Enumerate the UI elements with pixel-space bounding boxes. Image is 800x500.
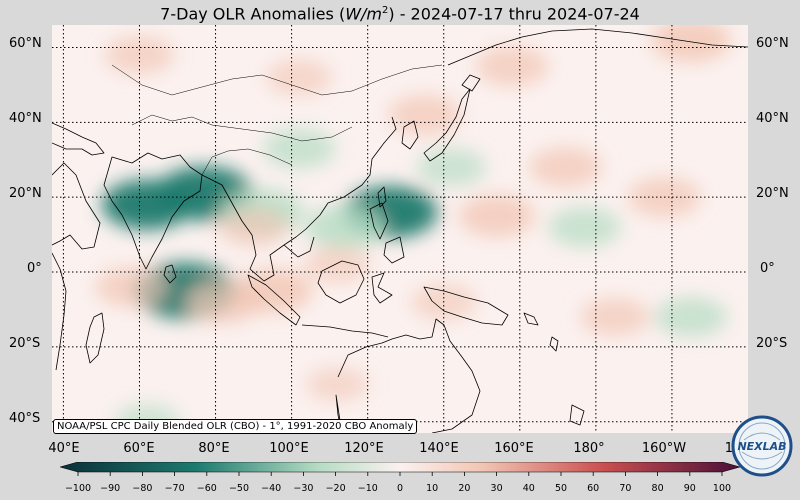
anomaly-region-13	[218, 208, 289, 247]
lon-label-140e: 140°E	[419, 441, 459, 456]
anomaly-region-20	[104, 35, 175, 74]
anomaly-region-4	[304, 205, 385, 250]
colorbar-bar	[60, 462, 740, 473]
lat-label-20n-left: 20°N	[9, 186, 42, 201]
colorbar-tick-label: 20	[458, 483, 471, 494]
anomaly-field	[95, 25, 731, 433]
data-source-note: NOAA/PSL CPC Daily Blended OLR (CBO) - 1…	[53, 419, 418, 434]
lat-label-20s-left: 20°S	[9, 336, 41, 351]
colorbar-tick-label: −70	[164, 483, 185, 494]
anomaly-region-18	[475, 46, 549, 87]
lat-label-20s-right: 20°S	[756, 336, 788, 351]
anomaly-region-26	[304, 246, 371, 283]
colorbar-tick-label: 90	[683, 483, 696, 494]
lon-label-60e: 60°E	[123, 441, 155, 456]
lon-label-180: 180°	[573, 441, 605, 456]
colorbar-tick-label: −20	[325, 483, 346, 494]
anomaly-region-1	[101, 179, 193, 230]
colorbar-tick-label: 40	[522, 483, 535, 494]
anomaly-region-9	[547, 207, 621, 248]
lat-label-40s-left: 40°S	[9, 411, 41, 426]
lon-label-120e: 120°E	[344, 441, 384, 456]
anomaly-region-15	[528, 147, 602, 188]
lat-label-20n-right: 20°N	[756, 186, 789, 201]
logo-text: NEXLAB	[737, 440, 786, 453]
anomaly-region-24	[305, 367, 369, 402]
lat-label-40n-right: 40°N	[756, 111, 789, 126]
colorbar-tick-label: 50	[554, 483, 568, 494]
map-canvas	[52, 25, 748, 433]
anomaly-region-17	[388, 94, 462, 135]
lon-label-160w: 160°W	[641, 441, 687, 456]
colorbar-tick-label: 70	[619, 483, 632, 494]
lat-label-60n-right: 60°N	[756, 36, 789, 51]
colorbar-tick-label: 0	[396, 483, 404, 494]
colorbar-tick-label: −30	[293, 483, 314, 494]
colorbar-tick-label: −80	[132, 483, 153, 494]
colorbar-tick-label: 100	[712, 483, 732, 494]
colorbar-tick-label: 80	[651, 483, 664, 494]
lon-label-100e: 100°E	[269, 441, 309, 456]
anomaly-region-8	[654, 296, 728, 337]
anomaly-region-14	[458, 194, 536, 237]
colorbar	[60, 462, 740, 476]
anomaly-region-11	[184, 280, 262, 323]
map-panel[interactable]	[52, 25, 748, 433]
lon-label-160e: 160°E	[494, 441, 534, 456]
colorbar-tick-label: −40	[261, 483, 282, 494]
colorbar-tick-label: 10	[426, 483, 439, 494]
anomaly-region-22	[580, 297, 650, 336]
colorbar-tickmarks	[77, 472, 723, 476]
lon-label-80e: 80°E	[198, 441, 230, 456]
lat-label-40n-left: 40°N	[9, 111, 42, 126]
lat-label-60n-left: 60°N	[9, 36, 42, 51]
colorbar-tick-label: −100	[64, 483, 92, 494]
graticule	[52, 25, 748, 433]
colorbar-tick-label: −10	[357, 483, 378, 494]
lon-label-40e: 40°E	[48, 441, 80, 456]
lat-label-0-right: 0°	[760, 261, 775, 276]
colorbar-tick-label: −50	[228, 483, 250, 494]
colorbar-tick-label: −90	[100, 483, 121, 494]
colorbar-tick-label: 30	[490, 483, 503, 494]
anomaly-region-6	[262, 128, 336, 169]
map-title: 7-Day OLR Anomalies (W/m2) - 2024-07-17 …	[160, 4, 640, 24]
anomaly-region-19	[650, 25, 731, 62]
anomaly-region-12	[95, 267, 169, 308]
anomaly-region-7	[416, 148, 487, 187]
colorbar-tick-label: 60	[587, 483, 600, 494]
anomaly-region-21	[266, 59, 333, 96]
colorbar-tick-label: −60	[196, 483, 217, 494]
lat-label-0-left: 0°	[27, 261, 42, 276]
nexlab-logo[interactable]: NEXLAB	[730, 414, 794, 478]
